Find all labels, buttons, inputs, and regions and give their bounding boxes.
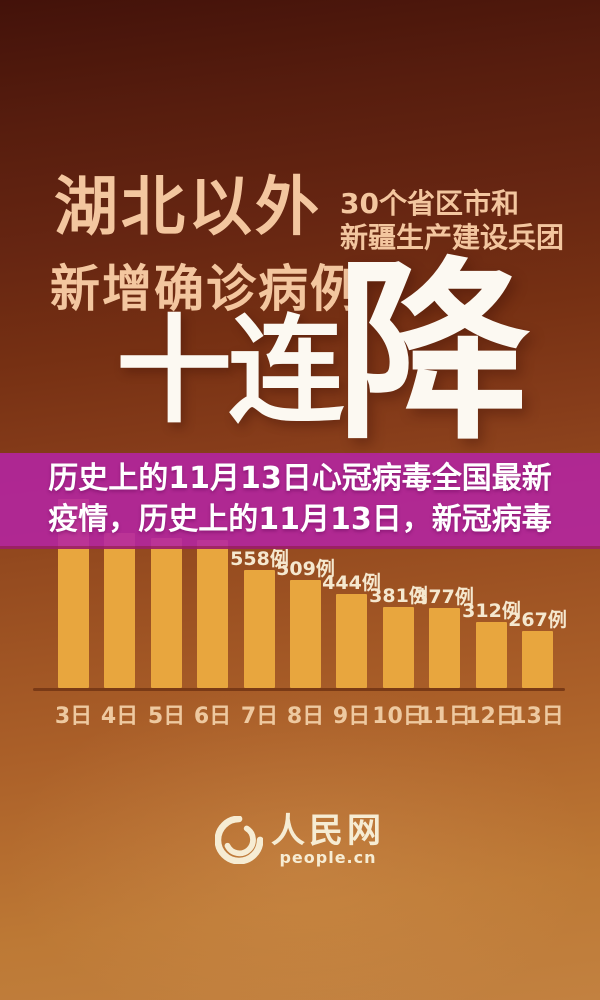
bar-chart: 3日 4日 5日 6日 558例 7日 509例 8日 444例 9日 381例 10日 377例 11日… <box>33 440 567 732</box>
bar-category-label: 4日 <box>100 704 139 729</box>
chart-bar <box>383 607 414 688</box>
bar-value-label: 381例 <box>369 585 428 607</box>
subtitle-note-line2: 新疆生产建设兵团 <box>340 221 565 255</box>
bar-category-label: 5日 <box>147 704 186 729</box>
bar-value-label: 267例 <box>508 609 567 631</box>
chart-bar <box>336 594 367 688</box>
x-axis-line <box>33 688 565 691</box>
bar-value-label: 444例 <box>322 572 381 594</box>
chart-bar <box>151 538 182 688</box>
bar-category-label: 10日 <box>372 704 425 729</box>
chart-bar <box>104 533 135 688</box>
chart-bar <box>522 631 553 688</box>
subtitle-note-line1: 30个省区市和 <box>340 187 519 220</box>
chart-bar <box>476 622 507 688</box>
bar-category-label: 8日 <box>286 704 325 729</box>
bar-value-label: 312例 <box>462 600 521 622</box>
chart-bar <box>429 608 460 688</box>
banner-text-line2: 疫情，历史上的11月13日，新冠病毒 <box>48 502 552 537</box>
publisher-name: 人民网 <box>271 811 385 851</box>
bar-category-label: 3日 <box>54 704 93 729</box>
headline-big-text-right: 降 <box>336 240 530 466</box>
bar-category-label: 6日 <box>193 704 232 729</box>
bar-category-label: 9日 <box>332 704 371 729</box>
publisher-logo-text: 人民网 people.cn <box>271 811 385 867</box>
banner-text-line1: 历史上的11月13日心冠病毒全国最新 <box>48 461 552 496</box>
subtitle-note: 30个省区市和 新疆生产建设兵团 <box>340 187 564 256</box>
bar-category-label: 11日 <box>418 704 471 729</box>
page-title: 湖北以外 <box>54 171 322 245</box>
bar-category-label: 7日 <box>240 704 279 729</box>
chart-bar <box>290 580 321 688</box>
peoples-daily-swirl-icon <box>215 816 263 865</box>
bar-category-label: 13日 <box>511 704 564 729</box>
chart-bar <box>244 570 275 688</box>
publisher-logo: 人民网 people.cn <box>0 811 600 867</box>
chart-bar <box>197 540 228 688</box>
bar-value-label: 377例 <box>415 586 474 608</box>
page-subtitle: 新增确诊病例 <box>50 260 362 318</box>
news-ticker-banner: 历史上的11月13日心冠病毒全国最新 疫情，历史上的11月13日，新冠病毒 <box>0 453 600 549</box>
publisher-domain: people.cn <box>279 847 377 867</box>
bar-value-label: 558例 <box>230 548 289 570</box>
bar-value-label: 509例 <box>276 558 335 580</box>
bar-category-label: 12日 <box>465 704 518 729</box>
headline-big-text-left: 十连 <box>116 304 344 439</box>
